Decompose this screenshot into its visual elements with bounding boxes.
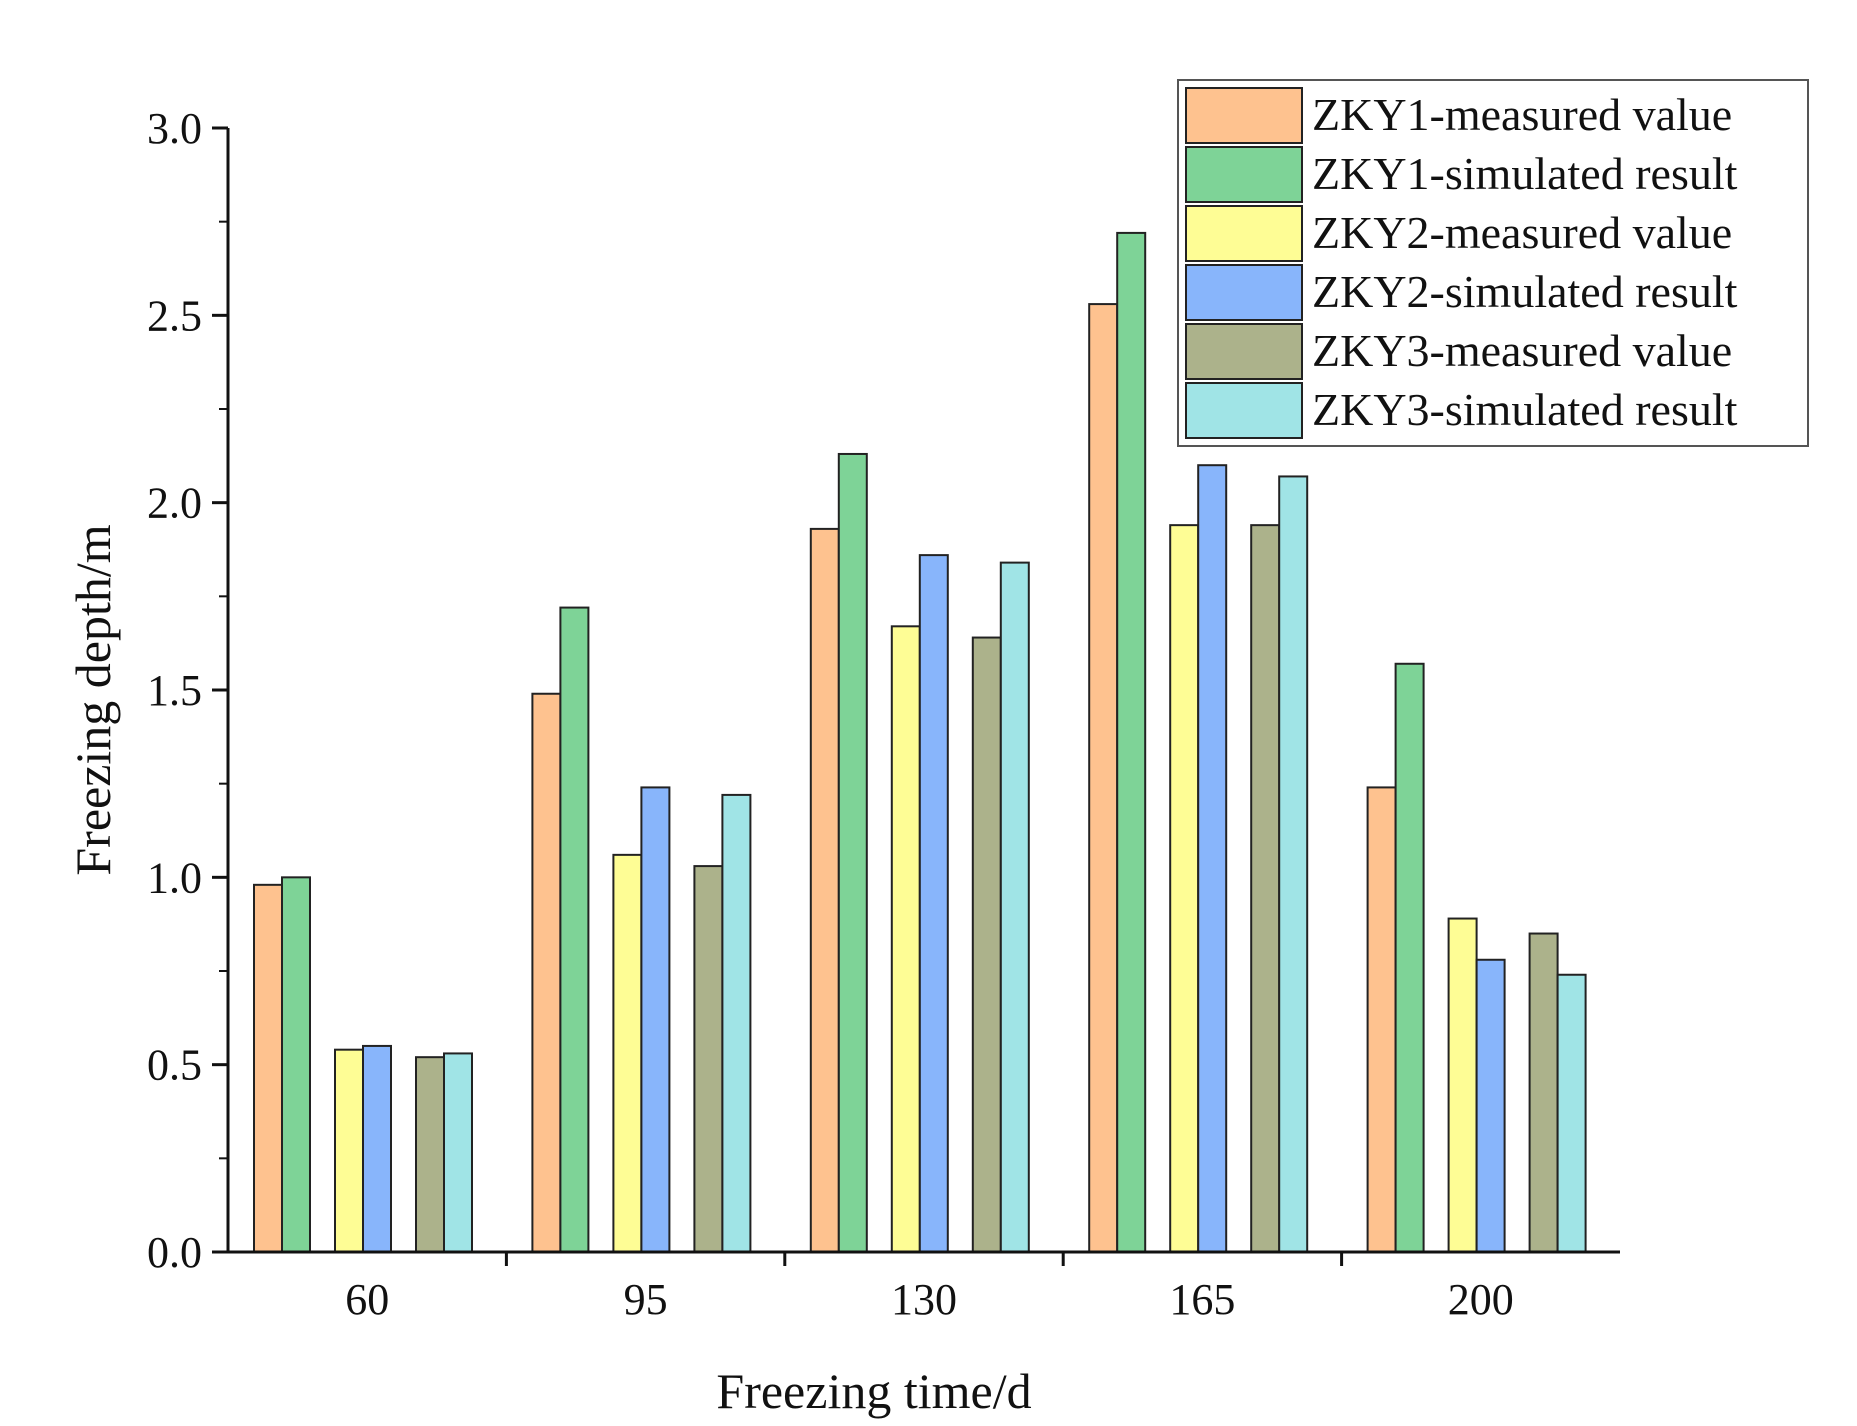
y-tick-label: 3.0 — [147, 104, 202, 153]
bar-zky2-simulated-result-60 — [362, 1044, 392, 1254]
bar-zky1-measured-value-60 — [253, 883, 283, 1253]
bar-zky1-measured-value-130 — [809, 527, 840, 1253]
bar-zky2-simulated-result-130 — [918, 554, 949, 1253]
x-tick-label: 130 — [891, 1275, 957, 1324]
bar-zky3-measured-value-95 — [693, 865, 724, 1253]
y-axis-title: Freezing depth/m — [65, 524, 121, 875]
legend-label: ZKY1-simulated result — [1312, 148, 1738, 199]
y-tick-label: 1.0 — [147, 853, 202, 902]
bar-zky3-measured-value-165 — [1250, 524, 1281, 1253]
x-tick-label: 200 — [1448, 1275, 1514, 1324]
bar-zky2-measured-value-60 — [334, 1048, 364, 1254]
bar-zky3-simulated-result-165 — [1278, 475, 1309, 1253]
bar-zky1-measured-value-165 — [1088, 303, 1119, 1253]
legend-swatch — [1185, 205, 1303, 262]
bar-zky3-simulated-result-200 — [1556, 973, 1587, 1253]
legend: ZKY1-measured value ZKY1-simulated result… — [1177, 79, 1809, 447]
bar-zky3-measured-value-200 — [1528, 932, 1559, 1253]
bar-zky2-simulated-result-95 — [640, 786, 671, 1253]
bars-group — [253, 231, 1587, 1254]
bar-zky3-simulated-result-95 — [721, 793, 752, 1253]
y-tick-label: 1.5 — [147, 666, 202, 715]
legend-swatch — [1185, 87, 1303, 144]
bar-zky1-measured-value-95 — [531, 692, 562, 1253]
bar-zky2-simulated-result-165 — [1197, 464, 1228, 1253]
x-tick-label: 95 — [624, 1275, 668, 1324]
legend-label: ZKY3-measured value — [1312, 325, 1732, 376]
bar-zky1-simulated-result-95 — [559, 606, 590, 1253]
y-tick-label: 0.0 — [147, 1228, 202, 1277]
bar-zky3-measured-value-60 — [415, 1056, 445, 1253]
bar-zky1-measured-value-200 — [1366, 786, 1397, 1253]
legend-swatch — [1185, 264, 1303, 321]
legend-swatch — [1185, 382, 1303, 439]
legend-label: ZKY1-measured value — [1312, 89, 1732, 140]
x-axis-title: Freezing time/d — [716, 1363, 1031, 1419]
bar-zky2-simulated-result-200 — [1475, 958, 1506, 1253]
legend-swatch — [1185, 323, 1303, 380]
y-tick-label: 2.0 — [147, 479, 202, 528]
bar-zky1-simulated-result-130 — [837, 452, 868, 1253]
bar-zky1-simulated-result-200 — [1394, 662, 1425, 1253]
legend-label: ZKY2-measured value — [1312, 207, 1732, 258]
bar-zky2-measured-value-95 — [612, 853, 643, 1253]
bar-zky3-simulated-result-60 — [443, 1052, 473, 1253]
legend-swatch — [1185, 146, 1303, 203]
bar-zky3-simulated-result-130 — [999, 561, 1030, 1253]
bar-zky2-measured-value-130 — [890, 625, 921, 1253]
legend-label: ZKY3-simulated result — [1312, 384, 1738, 435]
x-tick-label: 60 — [345, 1275, 389, 1324]
x-ticks-group: 60 95 130 165 200 — [345, 1252, 1514, 1324]
bar-zky1-simulated-result-60 — [281, 876, 311, 1253]
x-tick-label: 165 — [1169, 1275, 1235, 1324]
y-tick-label: 0.5 — [147, 1041, 202, 1090]
bar-zky3-measured-value-130 — [971, 636, 1002, 1253]
bar-zky2-measured-value-165 — [1169, 524, 1200, 1253]
bar-zky2-measured-value-200 — [1447, 917, 1478, 1254]
y-ticks-group: 0.0 0.5 1.0 1.5 2.0 2.5 3.0 — [147, 104, 228, 1277]
y-tick-label: 2.5 — [147, 291, 202, 340]
legend-label: ZKY2-simulated result — [1312, 266, 1738, 317]
bar-zky1-simulated-result-165 — [1116, 231, 1147, 1253]
